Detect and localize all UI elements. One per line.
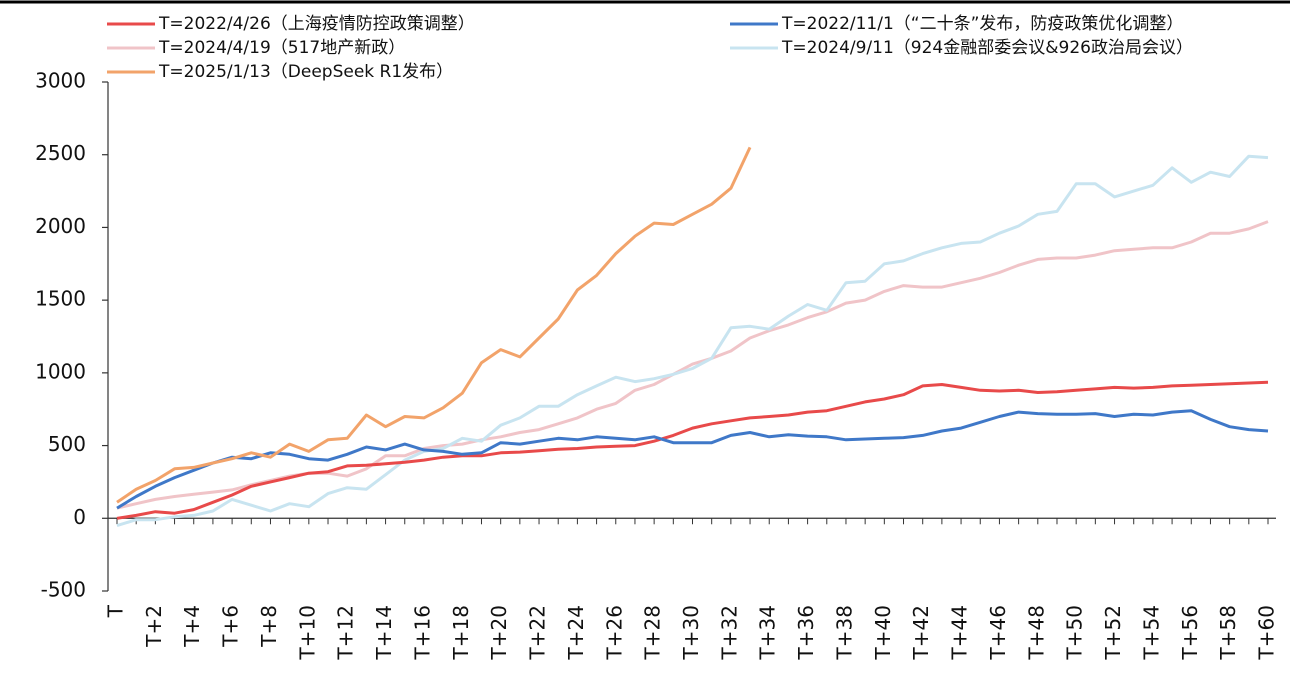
y-tick-label: -500 (41, 578, 86, 602)
x-tick-label: T+2 (142, 605, 166, 648)
y-tick-label: 1500 (35, 287, 86, 311)
x-tick-label: T+56 (1178, 605, 1202, 660)
y-tick-label: 0 (73, 505, 86, 529)
x-tick-label: T+32 (717, 605, 741, 660)
legend-label: T=2025/1/13（DeepSeek R1发布） (158, 62, 453, 82)
x-tick-label: T+60 (1255, 605, 1279, 660)
x-tick-label: T+16 (410, 605, 434, 660)
x-tick-label: T+48 (1024, 605, 1048, 660)
x-tick-label: T+26 (602, 605, 626, 660)
x-tick-label: T+40 (871, 605, 895, 660)
series-line (116, 380, 1269, 520)
legend-label: T=2022/11/1（“二十条”发布，防疫政策优化调整） (781, 14, 1183, 34)
y-tick-label: 2500 (35, 141, 86, 165)
x-tick-label: T+58 (1216, 605, 1240, 660)
x-tick-label: T+44 (948, 605, 972, 660)
y-tick-label: 1000 (35, 359, 86, 383)
x-tick-label: T+30 (679, 605, 703, 660)
legend-label: T=2024/4/19（517地产新政） (158, 38, 405, 58)
x-tick-label: T+22 (526, 605, 550, 660)
x-tick-label: T+52 (1101, 605, 1125, 660)
x-tick-label: T+38 (832, 605, 856, 660)
x-tick-label: T+50 (1063, 605, 1087, 660)
x-tick-label: T+6 (219, 605, 243, 648)
y-tick-label: 3000 (35, 69, 86, 93)
legend-label: T=2024/9/11（924金融部委会议&926政治局会议） (781, 38, 1193, 58)
x-tick-label: T+20 (487, 605, 511, 660)
x-tick-label: T+8 (257, 605, 281, 648)
y-tick-label: 500 (48, 432, 86, 456)
series-line (116, 154, 1269, 528)
x-tick-label: T+54 (1139, 605, 1163, 660)
x-tick-label: T+42 (909, 605, 933, 660)
x-tick-label: T+28 (641, 605, 665, 660)
x-tick-label: T (104, 604, 128, 618)
x-tick-label: T+24 (564, 605, 588, 660)
x-tick-label: T+14 (372, 605, 396, 660)
series-line (116, 409, 1269, 510)
x-tick-label: T+4 (180, 605, 204, 648)
x-tick-label: T+46 (986, 605, 1010, 660)
series-line (116, 146, 752, 504)
y-tick-label: 2000 (35, 214, 86, 238)
x-tick-label: T+34 (756, 605, 780, 660)
x-tick-label: T+36 (794, 605, 818, 660)
legend-label: T=2022/4/26（上海疫情防控政策调整） (158, 14, 475, 34)
x-tick-label: T+18 (449, 605, 473, 660)
series-line (116, 220, 1269, 510)
x-tick-label: T+12 (334, 605, 358, 660)
x-tick-label: T+10 (295, 605, 319, 660)
